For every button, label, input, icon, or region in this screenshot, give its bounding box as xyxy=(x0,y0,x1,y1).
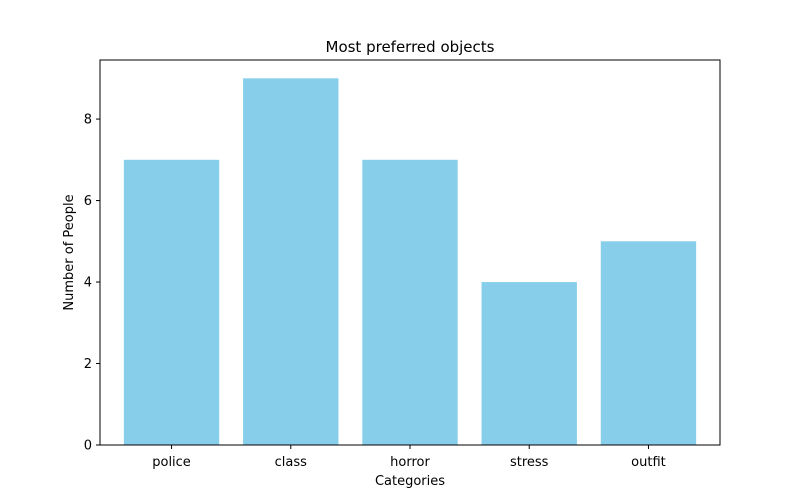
chart-title: Most preferred objects xyxy=(326,38,495,56)
bar-police xyxy=(123,159,220,445)
x-tick-label-class: class xyxy=(275,455,307,470)
plot-area-frame xyxy=(99,59,721,446)
y-tick-label-2: 2 xyxy=(84,357,92,372)
y-tick-label-6: 6 xyxy=(84,194,92,209)
y-tick-label-0: 0 xyxy=(84,439,92,454)
y-tick-label-8: 8 xyxy=(84,113,92,128)
y-axis-label: Number of People xyxy=(62,194,77,310)
x-axis-ticks: police class horror stress outfit xyxy=(152,445,666,470)
x-tick-label-stress: stress xyxy=(510,455,549,470)
bar-outfit xyxy=(600,241,697,445)
bars-group xyxy=(123,78,697,445)
bar-stress xyxy=(481,282,577,445)
x-axis-label: Categories xyxy=(375,474,445,489)
x-tick-label-outfit: outfit xyxy=(631,455,666,470)
y-axis-ticks: 0 2 4 6 8 xyxy=(84,113,100,454)
y-tick-label-4: 4 xyxy=(84,276,92,291)
bar-horror xyxy=(362,159,458,445)
x-tick-label-police: police xyxy=(152,455,191,470)
x-tick-label-horror: horror xyxy=(390,455,430,470)
bar-class xyxy=(243,78,339,445)
